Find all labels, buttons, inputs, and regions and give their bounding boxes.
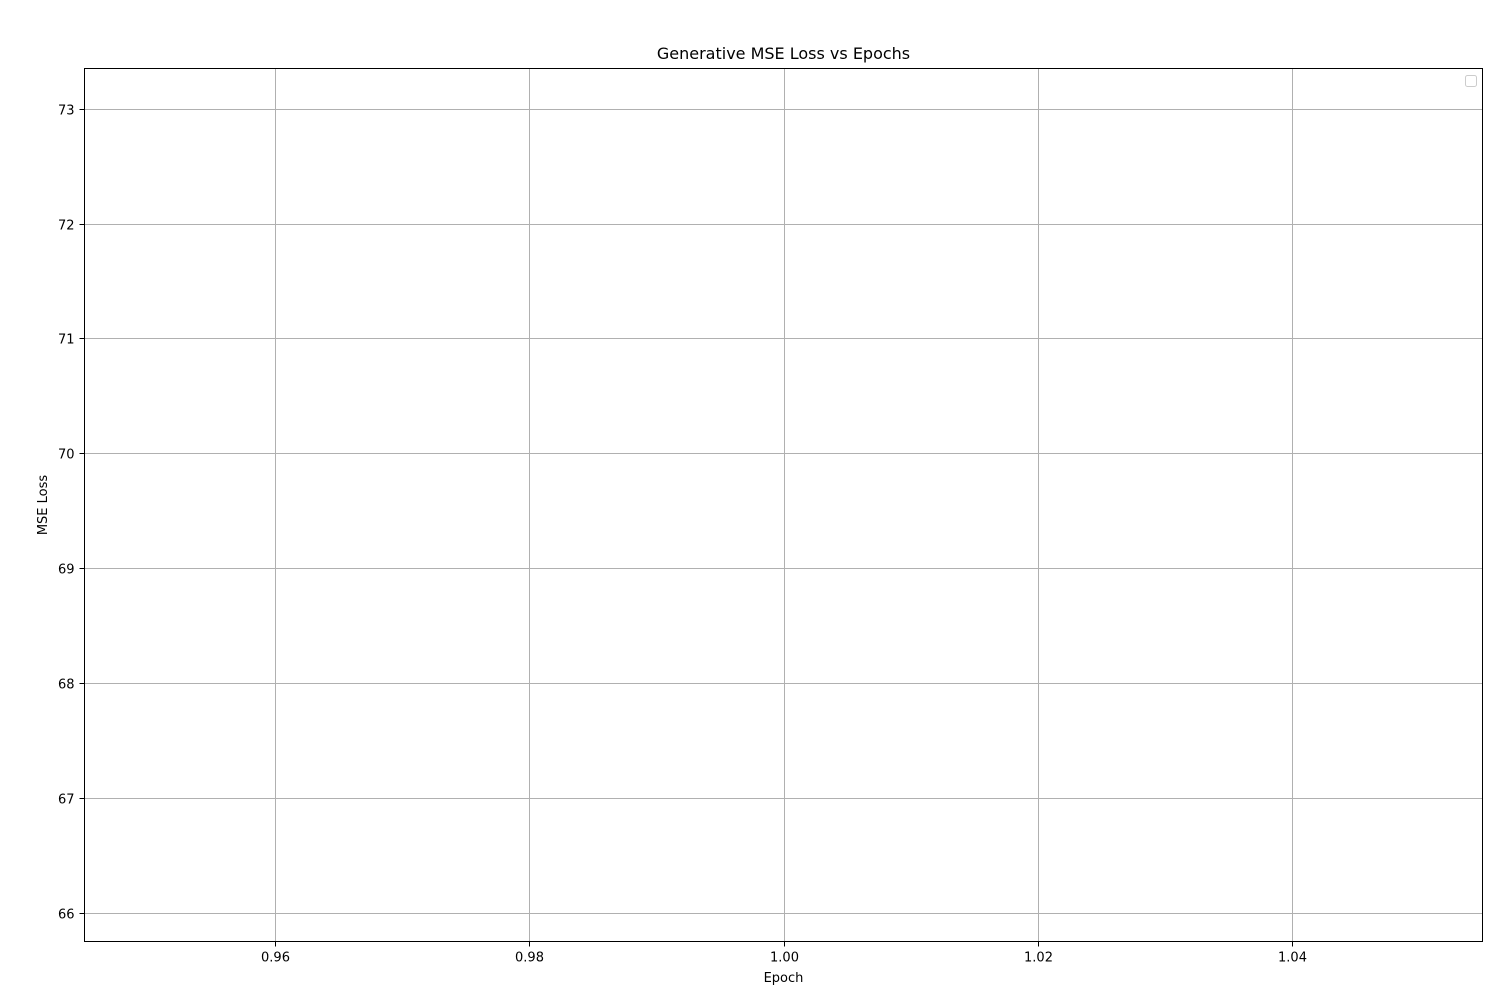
chart-title: Generative MSE Loss vs Epochs: [657, 44, 910, 63]
legend-box: [1465, 75, 1477, 87]
x-tick-label: 1.00: [770, 951, 799, 966]
y-axis-label: MSE Loss: [36, 475, 51, 536]
y-tick-label: 73: [58, 104, 75, 119]
y-tick-label: 69: [58, 563, 75, 578]
x-tick-label: 1.04: [1278, 951, 1307, 966]
y-tick-label: 72: [58, 219, 75, 234]
y-tick-label: 67: [58, 793, 75, 808]
x-tick-label: 0.98: [515, 951, 544, 966]
legend: [1465, 75, 1477, 87]
y-tick-label: 70: [58, 448, 75, 463]
ticks: 0.96 0.98 1.00 1.02 1.04 66 67 68 69 70 71 72 73: [58, 104, 1307, 966]
y-tick-label: 71: [58, 333, 75, 348]
x-axis-label: Epoch: [764, 971, 804, 986]
y-tick-label: 66: [58, 908, 75, 923]
plot-frame: [84, 68, 1483, 942]
y-tick-label: 68: [58, 678, 75, 693]
grid: [84, 68, 1483, 942]
x-tick-label: 0.96: [261, 951, 290, 966]
x-tick-label: 1.02: [1024, 951, 1053, 966]
